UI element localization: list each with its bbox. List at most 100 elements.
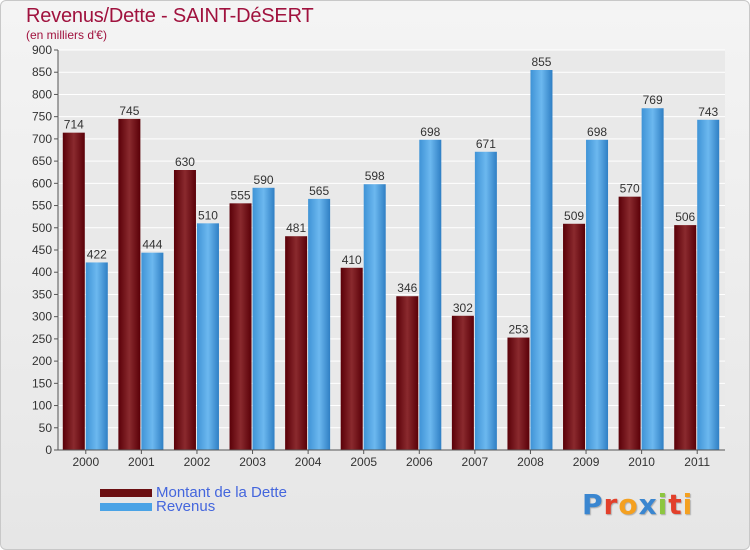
y-tick-label: 100 [32,399,52,413]
x-tick-label: 2008 [517,455,544,469]
x-tick-label: 2005 [350,455,377,469]
bar-revenus [308,198,331,450]
data-label: 555 [231,188,251,202]
logo-letter: o [618,488,639,521]
legend: Montant de la Dette Revenus [100,484,287,515]
y-tick-label: 50 [39,421,53,435]
x-tick-label: 2001 [128,455,155,469]
data-label: 698 [587,125,607,139]
legend-item-revenus: Revenus [100,498,287,515]
x-tick-label: 2004 [295,455,322,469]
bar-dette [563,223,586,450]
bar-revenus [530,70,553,450]
grid [58,49,725,451]
y-tick-label: 350 [32,287,52,301]
logo-letter: P [582,488,604,521]
bar-revenus [85,262,108,450]
bar-dette [62,132,85,450]
y-tick-label: 850 [32,65,52,79]
data-label: 630 [175,155,195,169]
x-tick-label: 2003 [239,455,266,469]
data-label: 302 [453,301,473,315]
data-label: 745 [119,104,139,118]
bar-dette [285,236,308,450]
bar-dette [618,196,641,450]
y-tick-label: 450 [32,243,52,257]
logo-letter: t [668,488,683,521]
chart-title: Revenus/Dette - SAINT-DéSERT [26,5,314,27]
data-label: 444 [142,238,162,252]
y-tick-label: 150 [32,376,52,390]
bar-dette [118,118,141,450]
bar-dette [396,296,419,450]
x-tick-label: 2007 [462,455,489,469]
y-tick-label: 800 [32,87,52,101]
logo-letter: i [682,488,694,521]
bar-dette [674,225,697,450]
bar-dette [173,170,196,450]
legend-label-dette: Montant de la Dette [156,484,287,501]
data-label: 509 [564,209,584,223]
data-label: 698 [420,125,440,139]
y-tick-label: 500 [32,221,52,235]
bar-revenus [697,119,720,451]
data-label: 422 [87,247,107,261]
chart-subtitle: (en milliers d'€) [26,28,107,42]
bar-revenus [141,252,164,450]
data-label: 769 [643,93,663,107]
y-tick-label: 0 [45,443,52,457]
bar-dette [340,267,363,450]
bar-revenus [363,184,386,450]
bar-dette [507,337,530,450]
legend-label-revenus: Revenus [156,498,216,515]
y-tick-label: 600 [32,176,52,190]
legend-item-dette: Montant de la Dette [100,484,287,501]
bar-dette [229,203,252,450]
data-label: 590 [254,173,274,187]
y-tick-label: 650 [32,154,52,168]
proxiti-logo: Proxiti [582,488,693,521]
y-tick-label: 200 [32,354,52,368]
bar-revenus [474,151,497,450]
bar-revenus [641,108,664,450]
x-tick-label: 2009 [573,455,600,469]
legend-swatch-dette [100,489,152,497]
logo-letter: i [657,488,669,521]
data-label: 253 [508,323,528,337]
y-tick-label: 250 [32,332,52,346]
data-label: 570 [620,182,640,196]
data-label: 565 [309,184,329,198]
data-label: 510 [198,208,218,222]
y-tick-label: 400 [32,265,52,279]
y-tick-label: 750 [32,110,52,124]
data-label: 410 [342,253,362,267]
y-tick-label: 700 [32,132,52,146]
data-label: 598 [365,169,385,183]
bar-revenus [196,223,219,450]
x-tick-label: 2006 [406,455,433,469]
data-label: 346 [397,281,417,295]
bar-revenus [252,187,275,450]
axes: 0 50 100 150 200 250 300 350 400 450 500 550 600 650 7… [32,43,725,469]
logo-letter: x [638,488,658,521]
data-label: 671 [476,137,496,151]
bar-dette [451,315,474,450]
x-tick-label: 2000 [72,455,99,469]
y-tick-label: 300 [32,310,52,324]
legend-swatch-revenus [100,503,152,511]
data-label: 481 [286,221,306,235]
x-tick-label: 2011 [684,455,710,469]
x-tick-label: 2002 [184,455,211,469]
data-label: 506 [675,210,695,224]
bar-revenus [586,139,609,450]
x-tick-label: 2010 [628,455,655,469]
logo-letter: r [603,488,619,521]
data-label: 743 [698,105,718,119]
data-label: 714 [64,118,84,132]
y-tick-label: 900 [32,43,52,57]
y-tick-label: 550 [32,199,52,213]
data-label: 855 [531,55,551,69]
bar-revenus [419,139,442,450]
